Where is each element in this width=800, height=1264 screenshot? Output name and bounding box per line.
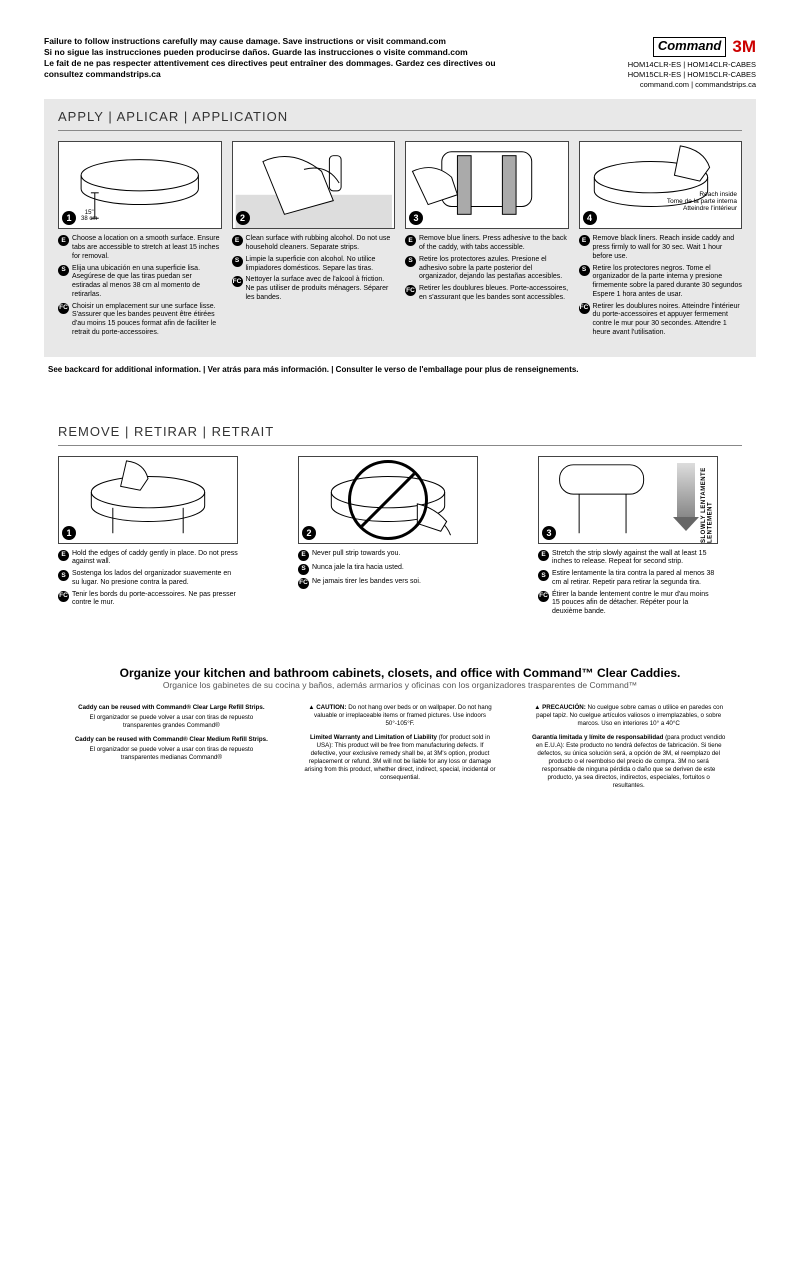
prohibit-icon <box>299 457 477 543</box>
remove-title: REMOVE | RETIRAR | RETRAIT <box>58 424 742 439</box>
arrow-down-icon <box>677 463 699 531</box>
fine-col-1: Caddy can be reused with Command® Clear … <box>74 704 269 797</box>
remove-steps: 1 EHold the edges of caddy gently in pla… <box>58 456 742 620</box>
brand-block: Command 3M HOM14CLR-ES | HOM14CLR-CABES … <box>628 36 756 89</box>
slowly-label: SLOWLY LENTAMENTE LENTEMENT <box>701 465 714 543</box>
apply-step-3: 3 ERemove blue liners. Press adhesive to… <box>405 141 569 340</box>
apply-step-4: Reach inside Tome de la parte interna At… <box>579 141 743 340</box>
apply-section: APPLY | APLICAR | APPLICATION 15"38 cm 1… <box>44 99 756 356</box>
marketing-block: Organize your kitchen and bathroom cabin… <box>44 666 756 797</box>
remove-step-3: SLOWLY LENTAMENTE LENTEMENT 3 EStretch t… <box>538 456 718 620</box>
warn-en: Failure to follow instructions carefully… <box>44 36 534 47</box>
apply-step-1: 15"38 cm 1 EChoose a location on a smoot… <box>58 141 222 340</box>
sku-line-1: HOM14CLR-ES | HOM14CLR-CABES <box>628 60 756 70</box>
fine-print: Caddy can be reused with Command® Clear … <box>44 704 756 797</box>
sku-line-2: HOM15CLR-ES | HOM15CLR-CABES <box>628 70 756 80</box>
backcard-note: See backcard for additional information.… <box>48 365 752 374</box>
warn-fr: Le fait de ne pas respecter attentivemen… <box>44 58 534 80</box>
reach-inside-label: Reach inside Tome de la parte interna At… <box>667 192 737 212</box>
fine-col-3: ▲ PRECAUCIÓN: No cuelgue sobre camas o u… <box>531 704 726 797</box>
apply-step-2: 2 EClean surface with rubbing alcohol. D… <box>232 141 396 340</box>
remove-section: REMOVE | RETIRAR | RETRAIT 1 EHold the e… <box>44 414 756 636</box>
apply-steps: 15"38 cm 1 EChoose a location on a smoot… <box>58 141 742 340</box>
remove-diagram-1: 1 <box>58 456 238 544</box>
3m-logo: 3M <box>732 36 756 58</box>
apply-title: APPLY | APLICAR | APPLICATION <box>58 109 742 124</box>
remove-step-1: 1 EHold the edges of caddy gently in pla… <box>58 456 238 620</box>
warning-block: Failure to follow instructions carefully… <box>44 36 534 80</box>
brand-urls: command.com | commandstrips.ca <box>628 80 756 90</box>
marketing-sub: Organice los gabinetes de su cocina y ba… <box>44 680 756 690</box>
apply-diagram-1: 15"38 cm 1 <box>58 141 222 229</box>
fine-col-2: ▲ CAUTION: Do not hang over beds or on w… <box>303 704 498 797</box>
marketing-headline: Organize your kitchen and bathroom cabin… <box>44 666 756 680</box>
remove-diagram-3: SLOWLY LENTAMENTE LENTEMENT 3 <box>538 456 718 544</box>
header-row: Failure to follow instructions carefully… <box>44 36 756 89</box>
remove-diagram-2: 2 <box>298 456 478 544</box>
command-logo: Command <box>653 37 727 57</box>
remove-step-2: 2 ENever pull strip towards you. SNunca … <box>298 456 478 620</box>
apply-diagram-4: Reach inside Tome de la parte interna At… <box>579 141 743 229</box>
apply-diagram-3: 3 <box>405 141 569 229</box>
warn-es: Si no sigue las instrucciones pueden pro… <box>44 47 534 58</box>
apply-diagram-2: 2 <box>232 141 396 229</box>
